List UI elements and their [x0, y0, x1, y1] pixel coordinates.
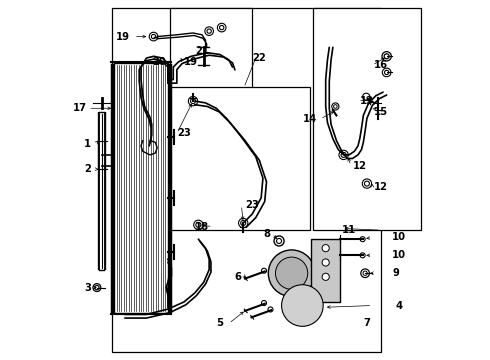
Text: 2: 2	[84, 164, 91, 174]
Text: 12: 12	[374, 182, 388, 192]
Text: 8: 8	[263, 229, 270, 239]
Text: 7: 7	[364, 319, 370, 328]
Bar	[170, 87, 310, 230]
Text: 10: 10	[392, 232, 406, 242]
Text: 10: 10	[392, 250, 406, 260]
Text: 21: 21	[195, 46, 209, 56]
Circle shape	[322, 244, 329, 252]
Bar	[313, 8, 421, 230]
Text: 17: 17	[73, 103, 87, 113]
Text: 23: 23	[245, 200, 259, 210]
Circle shape	[322, 273, 329, 280]
Text: 9: 9	[392, 268, 399, 278]
Text: 19: 19	[184, 57, 198, 67]
Circle shape	[282, 285, 323, 326]
Circle shape	[275, 257, 308, 289]
Circle shape	[296, 299, 309, 312]
Text: 11: 11	[342, 225, 356, 235]
Text: 22: 22	[252, 53, 266, 63]
Text: 19: 19	[116, 32, 130, 41]
Text: 15: 15	[374, 107, 388, 117]
Text: 14: 14	[302, 114, 317, 124]
Bar	[170, 8, 252, 90]
Text: 12: 12	[353, 161, 367, 171]
Circle shape	[300, 303, 304, 308]
Text: 3: 3	[84, 283, 91, 293]
Text: 13: 13	[360, 96, 374, 106]
Circle shape	[269, 250, 315, 297]
Bar	[114, 63, 168, 313]
Bar	[112, 8, 381, 352]
Text: 1: 1	[84, 139, 91, 149]
Text: 4: 4	[395, 301, 403, 311]
Bar	[311, 239, 340, 302]
Circle shape	[289, 292, 316, 319]
Text: 16: 16	[374, 60, 388, 70]
Text: 23: 23	[177, 129, 191, 138]
Text: 20: 20	[152, 57, 166, 67]
Text: 18: 18	[195, 222, 209, 231]
Text: 6: 6	[234, 272, 242, 282]
Text: 5: 5	[217, 319, 223, 328]
Circle shape	[322, 259, 329, 266]
